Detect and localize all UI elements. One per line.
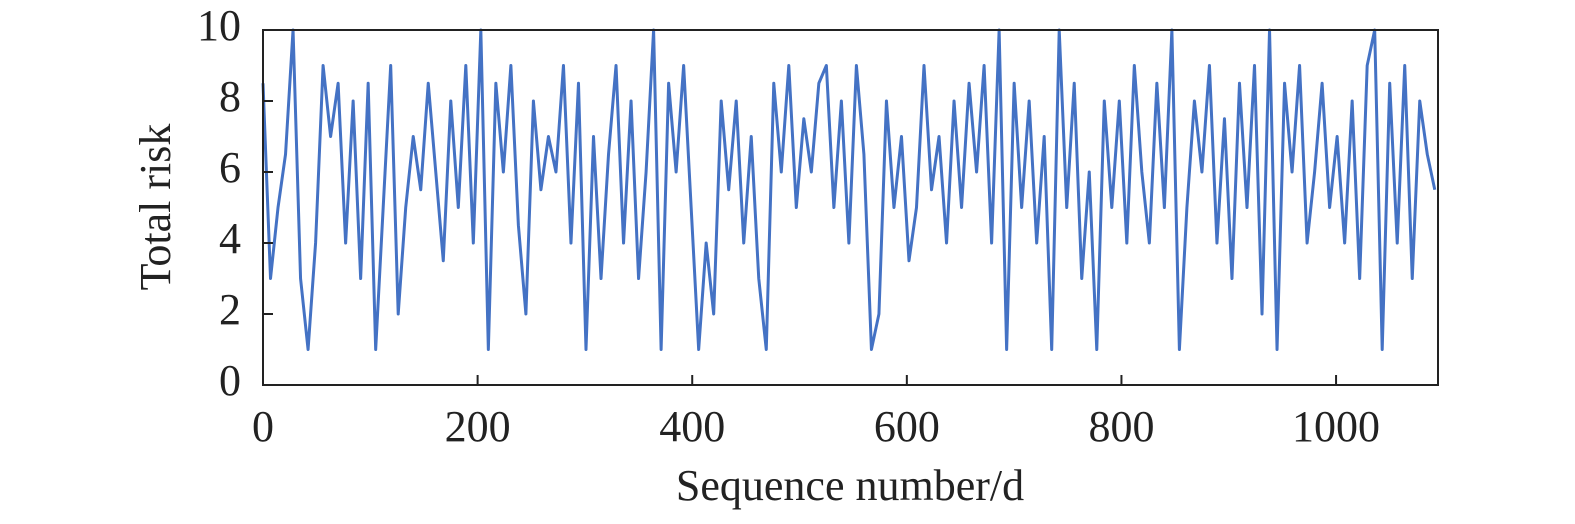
x-tick-label: 600 (874, 402, 940, 451)
x-tick-label: 400 (659, 402, 725, 451)
y-tick-label: 10 (197, 1, 241, 50)
y-tick-label: 6 (219, 143, 241, 192)
x-axis-label: Sequence number/d (676, 461, 1024, 510)
y-axis-label: Total risk (131, 124, 180, 291)
x-tick-label: 200 (445, 402, 511, 451)
y-tick-label: 4 (219, 214, 241, 263)
y-tick-label: 8 (219, 72, 241, 121)
data-line (261, 28, 1437, 351)
y-tick-label: 2 (219, 285, 241, 334)
x-tick-label: 1000 (1292, 402, 1380, 451)
plot-frame (262, 29, 1439, 386)
x-tick-label: 800 (1088, 402, 1154, 451)
x-tick-label: 0 (252, 402, 274, 451)
y-tick-label: 0 (219, 356, 241, 405)
